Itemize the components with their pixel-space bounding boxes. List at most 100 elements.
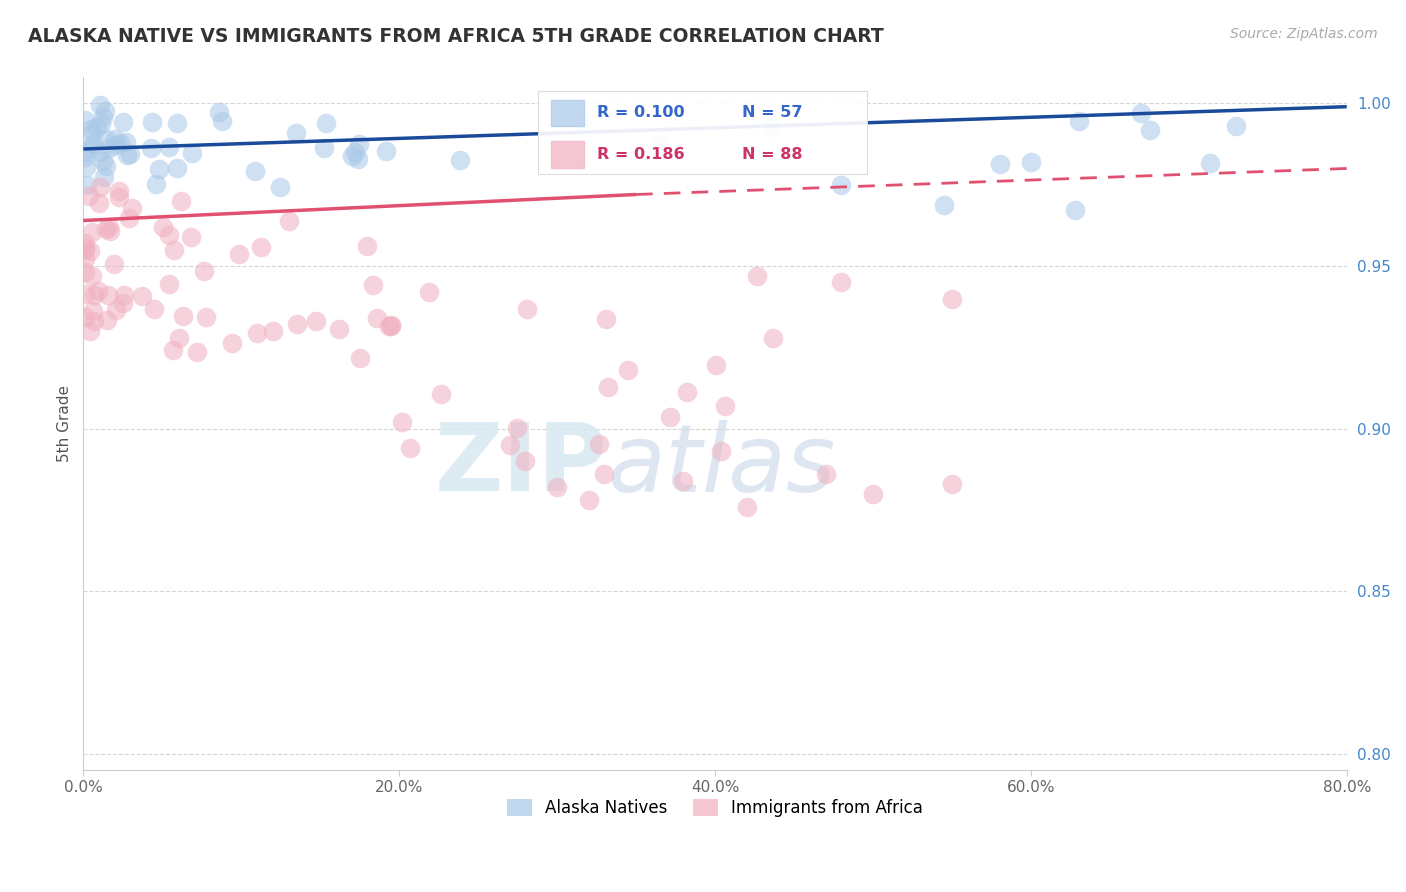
Point: [515, 454, 537, 468]
Text: ZIP: ZIP: [434, 419, 607, 511]
Point: [675, 385, 697, 400]
Point: [285, 126, 308, 140]
Point: [82, 304, 104, 318]
Point: [762, 330, 785, 344]
Point: [75, 145, 97, 160]
Point: [86, 120, 108, 134]
Point: [75, 252, 97, 267]
Point: [98, 141, 121, 155]
Point: [97, 219, 120, 234]
Point: [356, 239, 378, 253]
Point: [121, 201, 143, 215]
Point: [73, 112, 96, 127]
Point: [814, 467, 837, 482]
Point: [759, 120, 782, 134]
Point: [76, 178, 98, 192]
Point: [104, 138, 127, 153]
Point: [1225, 119, 1247, 133]
Point: [361, 278, 384, 293]
Point: [114, 288, 136, 302]
Point: [647, 136, 669, 151]
Point: [588, 437, 610, 451]
Point: [211, 113, 233, 128]
Point: [250, 240, 273, 254]
Point: [73, 235, 96, 250]
Point: [118, 146, 141, 161]
Point: [193, 264, 215, 278]
Point: [735, 500, 758, 514]
Point: [91, 110, 114, 124]
Point: [148, 161, 170, 176]
Point: [104, 302, 127, 317]
Point: [344, 145, 367, 159]
Point: [79, 324, 101, 338]
Point: [115, 135, 138, 149]
Point: [278, 213, 301, 227]
Point: [82, 225, 104, 239]
Point: [73, 310, 96, 324]
Point: [366, 311, 388, 326]
Point: [659, 410, 682, 425]
Point: [80, 268, 103, 283]
Point: [75, 160, 97, 174]
Point: [578, 493, 600, 508]
Point: [1199, 156, 1222, 170]
Point: [1064, 202, 1087, 217]
Point: [595, 312, 617, 326]
Point: [449, 153, 471, 167]
Point: [941, 292, 963, 306]
Point: [941, 476, 963, 491]
Point: [1019, 155, 1042, 169]
Point: [285, 317, 308, 331]
Point: [166, 161, 188, 176]
Point: [374, 144, 396, 158]
Point: [107, 189, 129, 203]
Point: [111, 296, 134, 310]
Point: [172, 310, 194, 324]
Point: [141, 141, 163, 155]
Point: [221, 335, 243, 350]
Point: [195, 310, 218, 324]
Point: [1139, 123, 1161, 137]
Point: [349, 351, 371, 365]
Point: [82, 128, 104, 142]
Point: [167, 330, 190, 344]
Point: [96, 313, 118, 327]
Point: [111, 115, 134, 129]
Point: [152, 219, 174, 234]
Point: [714, 399, 737, 413]
Point: [170, 194, 193, 208]
Point: [73, 265, 96, 279]
Point: [82, 137, 104, 152]
Point: [163, 244, 186, 258]
Point: [186, 345, 208, 359]
Point: [418, 285, 440, 299]
Point: [1067, 114, 1090, 128]
Point: [104, 131, 127, 145]
Point: [180, 145, 202, 160]
Point: [162, 343, 184, 357]
Point: [145, 178, 167, 192]
Point: [347, 137, 370, 152]
Point: [97, 288, 120, 302]
Text: Source: ZipAtlas.com: Source: ZipAtlas.com: [1230, 27, 1378, 41]
Point: [380, 318, 402, 333]
Point: [89, 145, 111, 159]
Point: [304, 313, 326, 327]
Point: [1130, 106, 1153, 120]
Point: [83, 288, 105, 302]
Point: [598, 380, 620, 394]
Point: [131, 289, 153, 303]
Point: [830, 275, 852, 289]
Point: [228, 246, 250, 260]
Point: [118, 211, 141, 225]
Point: [94, 160, 117, 174]
Point: [516, 302, 538, 317]
Point: [73, 241, 96, 255]
Point: [830, 178, 852, 192]
Point: [347, 152, 370, 166]
Point: [617, 363, 640, 377]
Point: [378, 318, 401, 333]
Point: [86, 284, 108, 298]
Point: [328, 322, 350, 336]
